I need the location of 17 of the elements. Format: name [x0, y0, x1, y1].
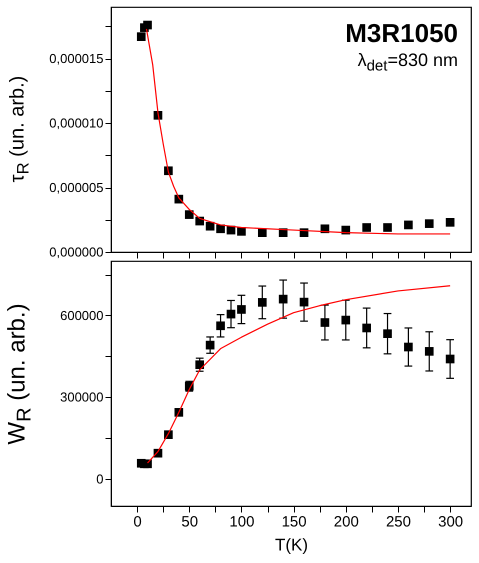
- y-tick-label: 0,000010: [49, 116, 104, 131]
- x-tick-label: 200: [334, 514, 359, 530]
- annotation: M3R1050: [345, 18, 458, 49]
- x-tick-label: 50: [181, 514, 198, 530]
- x-tick-label: 0: [133, 514, 142, 530]
- x-tick-label: 100: [229, 514, 254, 530]
- y-tick-label: 600000: [60, 308, 104, 323]
- y-tick-label: 0,000000: [49, 244, 104, 260]
- y-tick-label: 0,000005: [49, 180, 104, 196]
- y-tick-label: 0,000015: [49, 51, 104, 66]
- y-tick-label: 0: [96, 471, 104, 486]
- x-tick-label: 150: [282, 514, 307, 530]
- x-tick-label: 300: [438, 514, 464, 530]
- y-tick-label: 300000: [60, 390, 104, 405]
- x-tick-label: 250: [386, 514, 411, 530]
- x-axis-title: T(K): [274, 536, 308, 554]
- annotation: λ$_{det}$=830 nm: [358, 50, 458, 75]
